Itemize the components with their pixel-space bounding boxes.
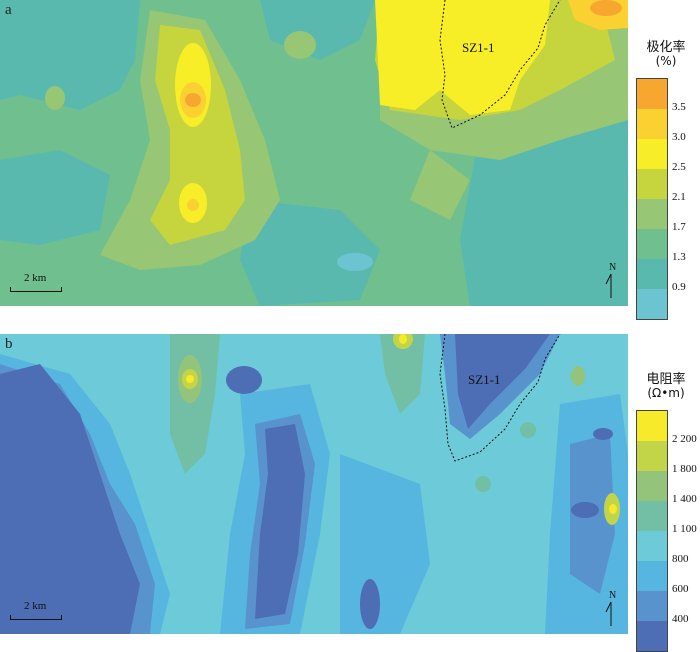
legend-tick-label: 2 200 <box>672 433 697 445</box>
panel-b-letter: b <box>5 336 13 352</box>
zone-label-b: SZ1-1 <box>468 372 501 387</box>
legend-swatch <box>637 109 667 139</box>
scale-bar-b: 2 km <box>10 600 62 622</box>
map-b-lowest-zone <box>0 364 140 634</box>
legend-b-colorbar <box>636 410 668 652</box>
polarizability-map: a SZ1-1 2 km N <box>0 0 628 306</box>
legend-a-colorbar <box>636 78 668 320</box>
map-b-lowest-spot <box>360 579 380 629</box>
north-arrow-icon <box>605 273 612 298</box>
map-a-low-zone <box>0 0 140 110</box>
legend-tick-label: 1 800 <box>672 463 697 475</box>
panel-a-letter: a <box>5 2 12 18</box>
legend-swatch <box>637 79 667 109</box>
legend-swatch <box>637 441 667 471</box>
north-label-a: N <box>609 262 617 273</box>
map-b-lowest-spot <box>593 428 613 440</box>
resistivity-contour-map <box>0 334 628 634</box>
legend-tick-label: 3.0 <box>672 131 686 143</box>
legend-b-unit: (Ω•m) <box>647 386 685 400</box>
legend-b-title: 电阻率 <box>646 372 686 387</box>
legend-tick-label: 600 <box>672 583 689 595</box>
legend-tick-label: 1 100 <box>672 523 697 535</box>
map-b-peak-spot <box>186 375 194 383</box>
map-b-peak-spot <box>399 334 407 344</box>
legend-swatch <box>637 289 667 319</box>
legend-swatch <box>637 199 667 229</box>
map-a-high-band <box>150 25 245 245</box>
legend-tick-label: 0.9 <box>672 281 686 293</box>
map-b-lowest-zone <box>455 334 550 429</box>
legend-swatch <box>637 501 667 531</box>
legend-a-unit: (%) <box>655 54 677 68</box>
legend-tick-label: 2.5 <box>672 161 686 173</box>
map-a-peak-spot <box>187 199 199 211</box>
legend-tick-label: 1.3 <box>672 251 686 263</box>
scale-bar-a: 2 km <box>10 272 62 294</box>
map-a-mid-spot <box>45 86 65 110</box>
scale-label-a: 2 km <box>24 272 47 284</box>
scale-bar-b-line <box>10 615 62 620</box>
map-a-mid-spot <box>410 150 470 220</box>
legend-swatch <box>637 259 667 289</box>
legend-swatch <box>637 561 667 591</box>
north-arrow-b: N <box>604 590 618 626</box>
legend-swatch <box>637 591 667 621</box>
legend-tick-label: 1.7 <box>672 221 686 233</box>
legend-swatch <box>637 411 667 441</box>
legend-tick-label: 800 <box>672 553 689 565</box>
legend-tick-label: 3.5 <box>672 101 686 113</box>
north-arrow-a: N <box>604 262 618 298</box>
map-a-low-spot <box>337 253 373 271</box>
map-b-high-spot <box>475 476 491 492</box>
map-a-peak-zone <box>375 0 550 115</box>
legend-swatch <box>637 621 667 651</box>
legend-tick-label: 400 <box>672 613 689 625</box>
legend-a-title: 极化率 <box>646 40 686 55</box>
zone-label-a: SZ1-1 <box>462 40 495 55</box>
scale-bar-a-line <box>10 287 62 292</box>
legend-swatch <box>637 531 667 561</box>
map-a-low-zone <box>240 200 380 306</box>
map-a-peak-spot <box>590 0 622 16</box>
map-b-higher-spot <box>571 366 585 386</box>
map-b-lowest-spot <box>226 366 262 394</box>
legend-swatch <box>637 229 667 259</box>
north-label-b: N <box>609 590 617 601</box>
legend-tick-label: 1 400 <box>672 493 697 505</box>
legend-swatch <box>637 471 667 501</box>
map-a-low-zone <box>0 150 110 245</box>
map-b-lowest-zone <box>255 424 305 619</box>
map-a-peak-spot <box>185 93 201 107</box>
map-b-peak-spot <box>609 504 617 514</box>
map-b-lowest-spot <box>571 502 599 518</box>
legend-tick-label: 2.1 <box>672 191 686 203</box>
legend-swatch <box>637 139 667 169</box>
map-a-mid-spot <box>284 31 316 59</box>
legend-swatch <box>637 169 667 199</box>
map-b-high-spot <box>520 422 536 438</box>
zone-boundary-a <box>439 0 561 129</box>
map-b-high-band <box>380 334 425 414</box>
polarizability-contour-map <box>0 0 628 306</box>
resistivity-map: b SZ1-1 2 km N <box>0 334 628 634</box>
north-arrow-icon <box>605 601 612 626</box>
scale-label-b: 2 km <box>24 600 47 612</box>
